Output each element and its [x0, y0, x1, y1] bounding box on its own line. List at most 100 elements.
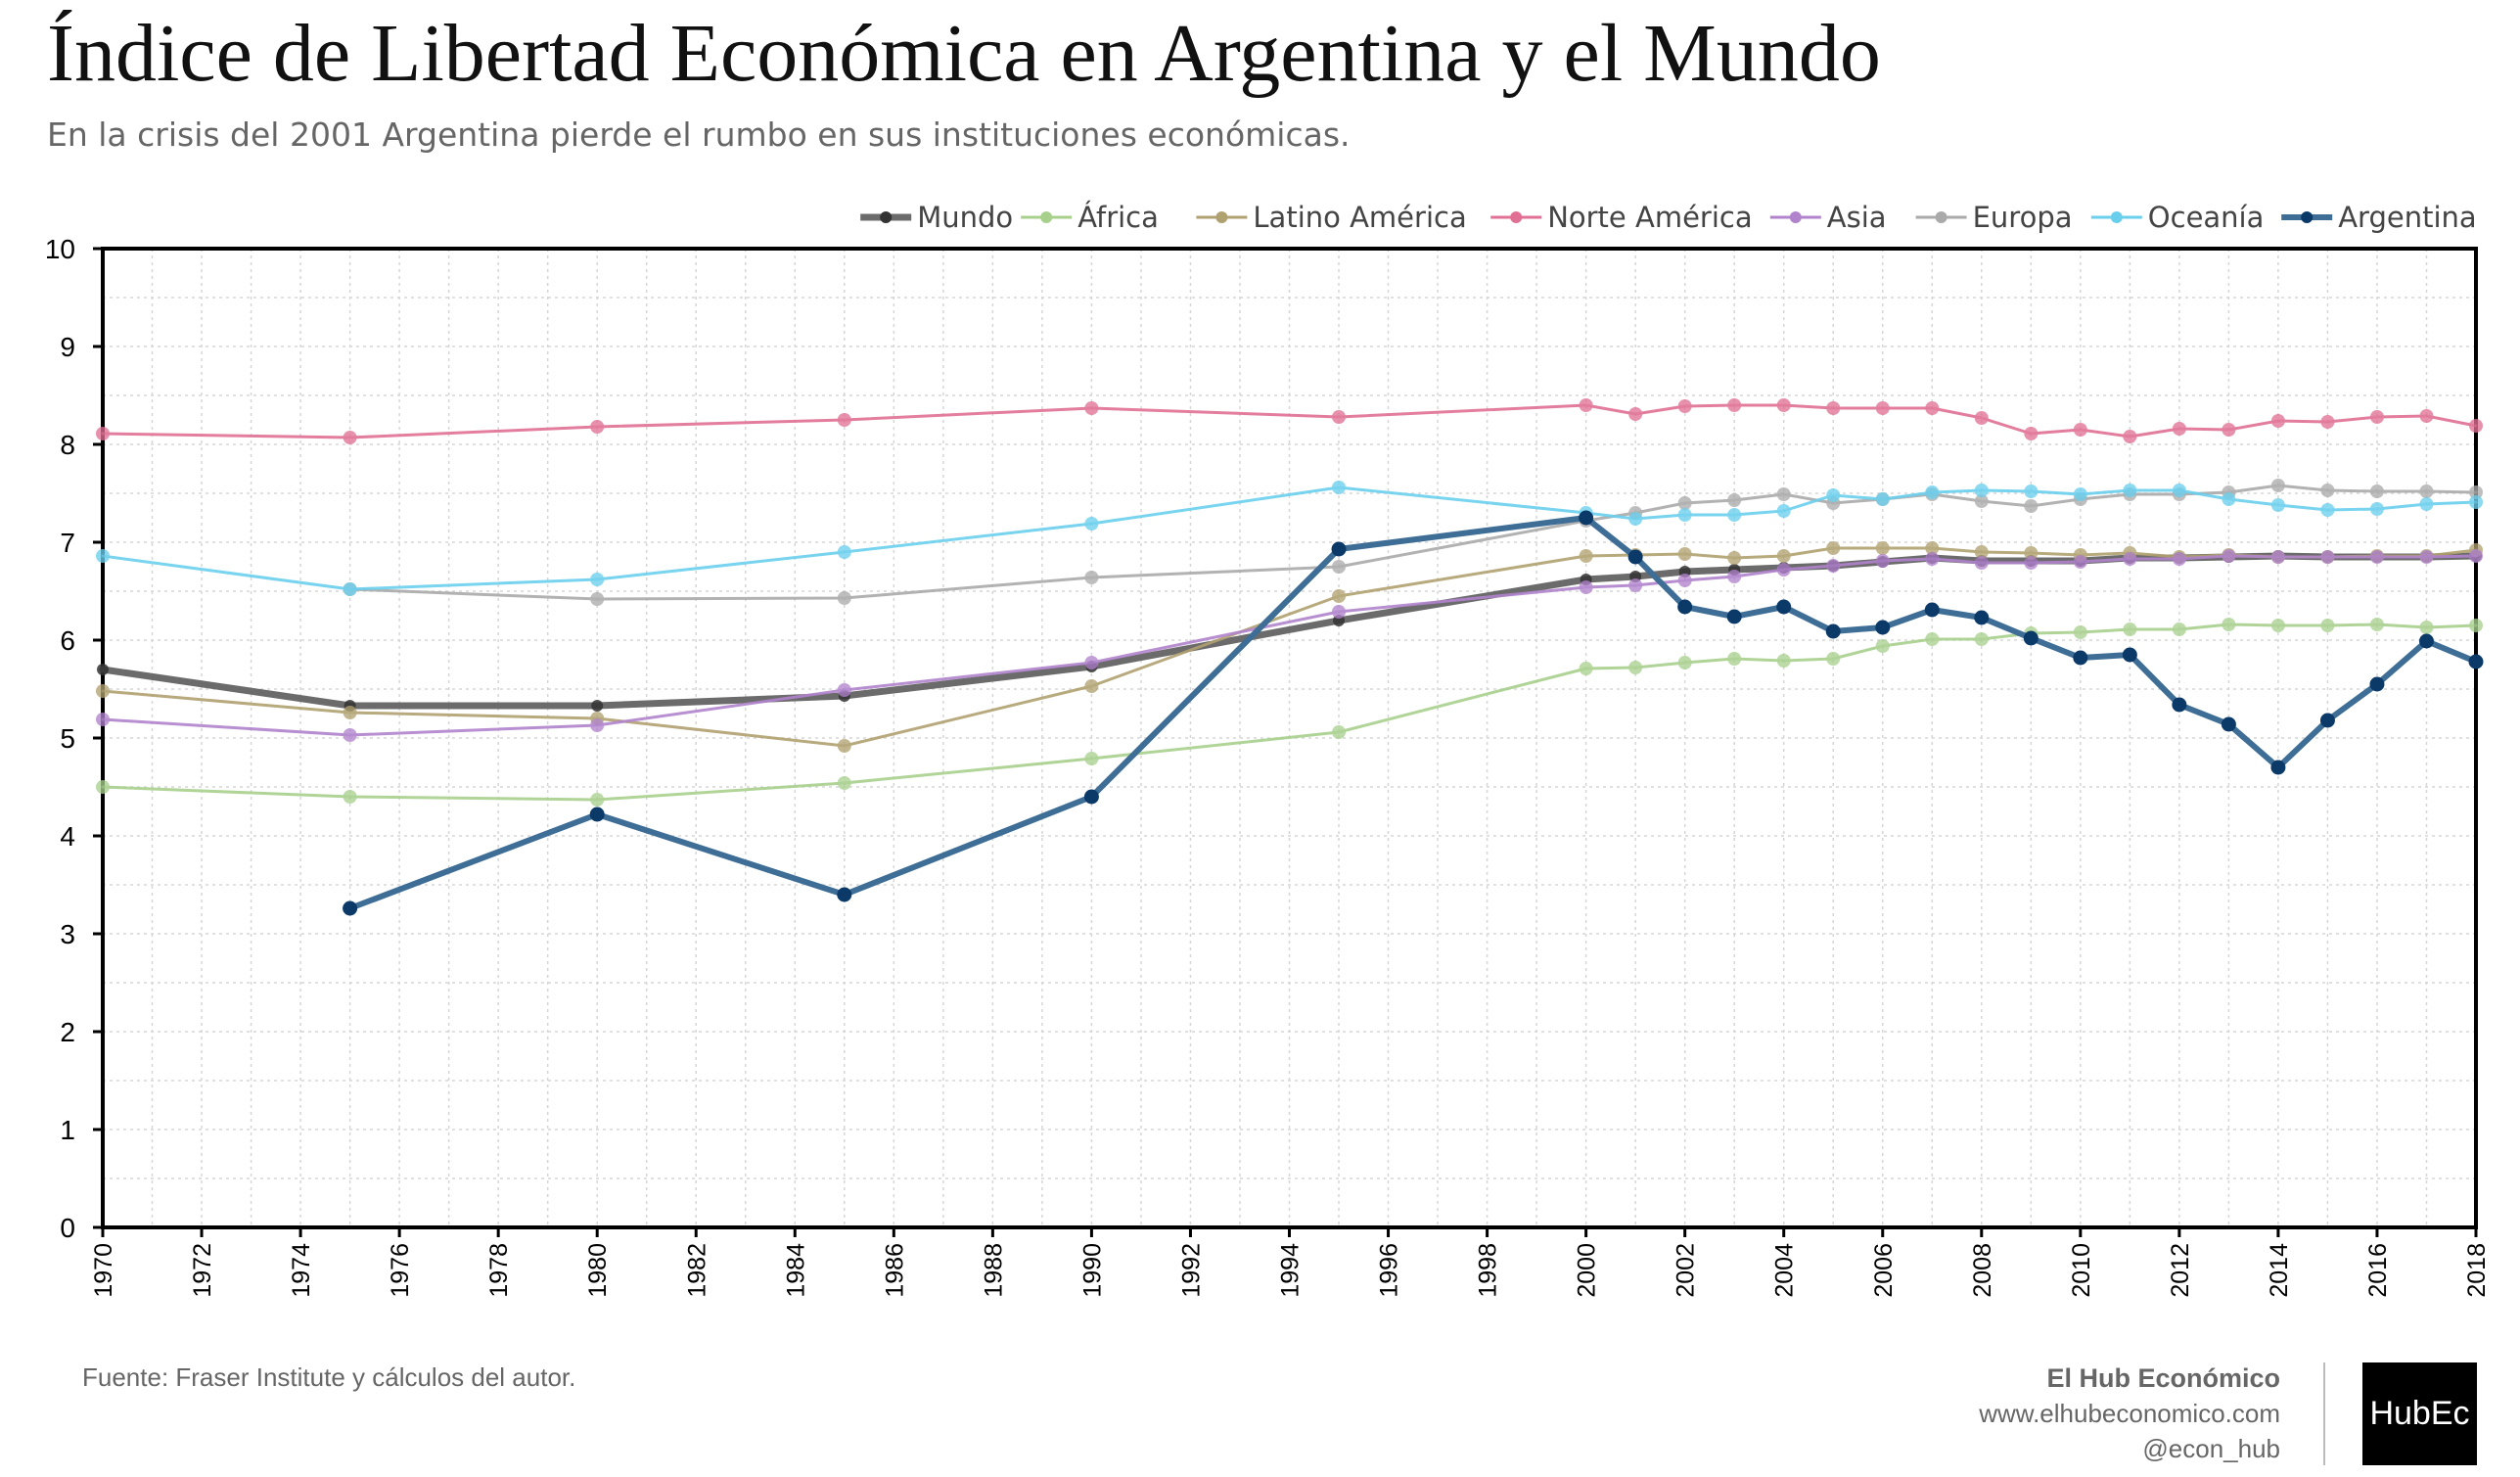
data-point: [1776, 654, 1791, 668]
data-point: [96, 780, 110, 794]
x-tick-label: 1970: [90, 1243, 117, 1298]
data-point: [2123, 430, 2137, 443]
data-point: [1084, 571, 1099, 584]
x-tick-label: 1992: [1177, 1243, 1205, 1298]
x-tick-label: 1994: [1277, 1243, 1305, 1298]
legend-marker: [880, 211, 893, 223]
data-point: [2222, 423, 2236, 437]
data-point: [1579, 549, 1593, 563]
data-point: [1925, 541, 1940, 555]
data-point: [837, 591, 851, 605]
data-point: [837, 683, 851, 697]
data-point: [96, 427, 110, 440]
data-point: [2172, 422, 2186, 436]
x-tick-label: 2018: [2463, 1243, 2491, 1298]
data-point: [2469, 419, 2483, 433]
data-point: [2024, 427, 2039, 440]
legend-label: Asia: [1827, 201, 1887, 234]
chart-axes: 0 1 2 3 4 5 6 7 8 9 10 1970 1972 1974 1976 1978 1980 1982…: [45, 234, 2491, 1298]
data-point: [2469, 485, 2483, 499]
source-note: Fuente: Fraser Institute y cálculos del …: [82, 1362, 576, 1392]
legend-item-latino-américa: Latino América: [1196, 201, 1467, 234]
data-point: [2024, 556, 2039, 570]
chart-legend: Mundo África Latino América Norte América As…: [860, 201, 2477, 234]
series-line: [346, 515, 2479, 911]
data-point: [2270, 479, 2285, 492]
data-point: [2024, 499, 2039, 513]
data-point: [837, 739, 851, 753]
data-point: [2369, 676, 2385, 692]
data-point: [590, 573, 605, 586]
data-point: [1875, 492, 1890, 506]
data-point: [2369, 485, 2384, 498]
data-point: [1875, 541, 1890, 555]
data-point: [1579, 510, 1594, 526]
data-point: [1677, 496, 1692, 510]
data-point: [1727, 652, 1742, 666]
data-point: [2024, 546, 2039, 560]
data-point: [1925, 485, 1940, 499]
y-tick-label: 8: [60, 430, 75, 460]
data-point: [1084, 656, 1099, 669]
data-point: [1875, 639, 1890, 653]
data-point: [2419, 550, 2434, 564]
data-point: [1924, 602, 1940, 618]
data-point: [2073, 650, 2088, 666]
data-point: [1925, 552, 1940, 566]
data-point: [1776, 599, 1792, 615]
data-point: [1628, 512, 1643, 526]
data-point: [1826, 401, 1841, 415]
data-point: [97, 664, 109, 675]
chart-subtitle: En la crisis del 2001 Argentina pierde e…: [47, 115, 1351, 154]
x-tick-label: 1974: [288, 1243, 315, 1298]
data-point: [1875, 620, 1891, 635]
brand-name: El Hub Económico: [2046, 1363, 2280, 1393]
data-point: [1677, 574, 1692, 587]
data-point: [1776, 563, 1791, 577]
chart-title: Índice de Libertad Económica en Argentin…: [47, 8, 1881, 99]
brand-handle[interactable]: @econ_hub: [2142, 1434, 2280, 1463]
data-point: [589, 807, 605, 822]
brand-logo: HubEc: [2362, 1362, 2477, 1465]
x-tick-label: 1988: [980, 1243, 1007, 1298]
data-point: [2320, 550, 2335, 564]
data-point: [2369, 618, 2384, 631]
x-tick-label: 2008: [1969, 1243, 1996, 1298]
data-point: [1825, 623, 1841, 639]
data-point: [2419, 409, 2434, 423]
data-point: [96, 684, 110, 698]
y-tick-label: 5: [60, 723, 75, 754]
data-point: [2369, 502, 2384, 516]
data-point: [1084, 401, 1099, 415]
y-tick-label: 9: [60, 332, 75, 362]
data-point: [1875, 401, 1890, 415]
x-tick-label: 1990: [1078, 1243, 1106, 1298]
legend-item-asia: Asia: [1769, 201, 1887, 234]
data-point: [2320, 503, 2335, 517]
brand-url[interactable]: www.elhubeconomico.com: [1979, 1399, 2280, 1428]
data-point: [343, 790, 357, 804]
data-point: [2222, 492, 2236, 506]
data-point: [1974, 632, 1989, 646]
x-tick-label: 2004: [1771, 1243, 1799, 1298]
data-point: [2123, 623, 2137, 636]
data-point: [2319, 713, 2335, 728]
data-point: [1331, 541, 1347, 557]
data-point: [1826, 559, 1841, 573]
series-oceanía: [96, 481, 2483, 596]
data-point: [2320, 484, 2335, 497]
data-point: [1332, 725, 1347, 739]
data-point: [1083, 789, 1099, 805]
x-tick-label: 2000: [1574, 1243, 1601, 1298]
x-tick-label: 1972: [189, 1243, 216, 1298]
series-áfrica: [96, 618, 2483, 807]
y-tick-label: 10: [45, 234, 75, 264]
legend-item-europa: Europa: [1915, 201, 2073, 234]
data-point: [1332, 410, 1347, 424]
data-point: [1628, 407, 1643, 421]
data-point: [2270, 619, 2285, 632]
data-point: [1627, 549, 1643, 565]
legend-item-oceanía: Oceanía: [2090, 201, 2264, 234]
data-point: [1875, 554, 1890, 568]
